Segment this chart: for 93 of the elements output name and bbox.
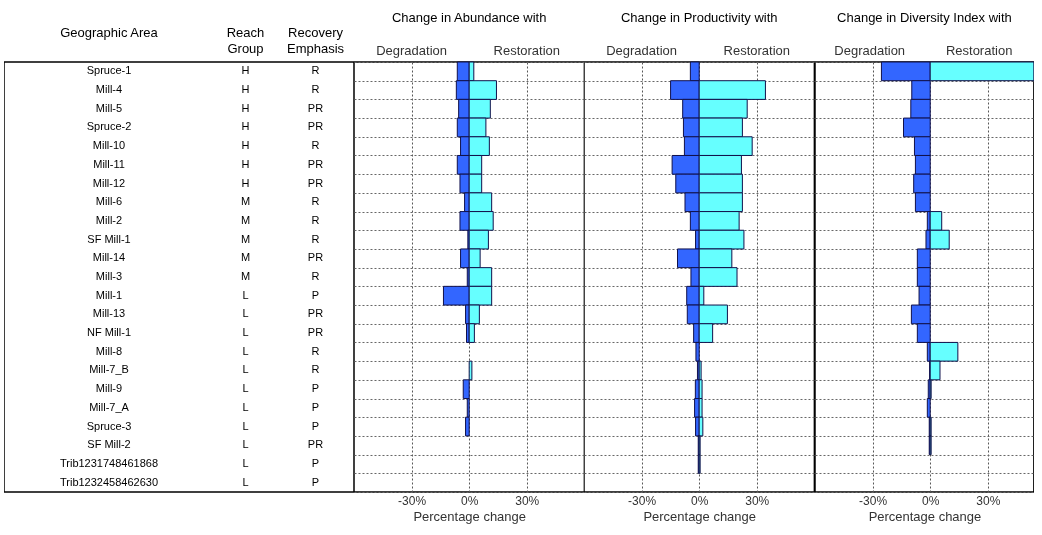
text: PR	[307, 438, 324, 451]
text: R	[311, 83, 320, 96]
text: Mill-6	[95, 195, 123, 208]
text: P	[311, 419, 320, 432]
text: Spruce-2	[86, 120, 132, 133]
chart-title: Change in Diversity Index with	[836, 10, 1012, 26]
x-tick-label: -30%	[628, 494, 657, 509]
text: L	[242, 288, 249, 301]
text: L	[242, 326, 249, 339]
chart-title: Change in Abundance with	[391, 10, 547, 26]
text: L	[242, 307, 249, 320]
series-label: Degradation	[376, 43, 447, 59]
text: PR	[307, 251, 324, 264]
text: Mill-2	[95, 213, 123, 226]
text: M	[240, 270, 251, 282]
x-tick-label: -30%	[398, 494, 427, 509]
series-label: Degradation	[606, 43, 678, 59]
text: H	[241, 139, 250, 152]
text: Mill-9	[95, 382, 123, 395]
text: P	[311, 288, 320, 301]
text: Mill-1	[95, 288, 123, 301]
text: PR	[307, 120, 324, 133]
text: L	[242, 400, 249, 413]
text: SF Mill-2	[87, 438, 131, 451]
text: NF Mill-1	[87, 326, 131, 339]
text: SF Mill-1	[87, 232, 131, 245]
text: PR	[307, 326, 324, 339]
chart-title: Change in Productivity with	[621, 10, 778, 26]
text: Mill-10	[92, 139, 126, 152]
text: R	[311, 195, 320, 208]
category-label: Geographic Area	[60, 25, 159, 40]
text: Trib1232458462630	[59, 475, 159, 488]
text: H	[241, 83, 250, 96]
text: H	[241, 176, 250, 189]
text: R	[311, 344, 320, 357]
text: R	[311, 363, 320, 376]
text: P	[311, 456, 320, 469]
text: M	[240, 251, 251, 264]
text: R	[311, 232, 320, 245]
series-label: Restoration	[493, 43, 560, 59]
text: R	[311, 139, 320, 152]
text: L	[242, 382, 249, 395]
text: Mill-13	[92, 307, 126, 320]
text: H	[241, 157, 250, 170]
x-tick-label: 30%	[745, 494, 771, 509]
text: PR	[307, 176, 324, 189]
text: H	[241, 120, 250, 133]
text: R	[311, 270, 320, 282]
text: M	[240, 195, 251, 208]
text: Mill-14	[92, 251, 126, 264]
category-label: Recovery Emphasis	[286, 25, 345, 56]
text: Mill-4	[95, 83, 123, 96]
text: L	[242, 438, 249, 451]
text: Spruce-1	[86, 64, 132, 77]
text: P	[311, 382, 320, 395]
text: H	[241, 101, 250, 114]
category-label: Reach Group	[226, 25, 265, 56]
text: Spruce-3	[86, 419, 132, 432]
x-tick-label: 0%	[921, 494, 940, 509]
x-axis-title: Percentage change	[413, 509, 527, 525]
x-axis-title: Percentage change	[868, 509, 982, 525]
text: R	[311, 213, 320, 226]
text: L	[242, 475, 249, 488]
x-tick-label: 30%	[976, 494, 1001, 509]
text: Mill-7_B	[89, 363, 129, 376]
text: L	[242, 419, 249, 432]
text: Mill-8	[95, 344, 123, 357]
text: M	[240, 232, 251, 245]
text: P	[311, 400, 320, 413]
text: L	[242, 344, 249, 357]
text: L	[242, 363, 249, 376]
x-axis-title: Percentage change	[643, 509, 757, 525]
text: Trib1231748461868	[59, 456, 159, 469]
text: PR	[307, 307, 324, 320]
text: Mill-5	[95, 101, 123, 114]
x-tick-label: -30%	[858, 494, 888, 509]
text: Mill-12	[92, 176, 126, 189]
x-tick-label: 30%	[515, 494, 540, 509]
text: PR	[307, 101, 324, 114]
series-label: Restoration	[723, 43, 791, 59]
text: H	[241, 64, 250, 77]
text: Mill-11	[93, 157, 125, 170]
text: L	[242, 456, 249, 469]
text: Mill-3	[95, 270, 123, 282]
text: Mill-7_A	[89, 400, 129, 413]
series-label: Degradation	[834, 43, 905, 58]
x-tick-label: 0%	[691, 494, 710, 509]
text: PR	[307, 157, 324, 170]
text: M	[240, 213, 251, 226]
series-label: Restoration	[945, 43, 1013, 58]
text: R	[311, 64, 320, 77]
x-tick-label: 0%	[461, 494, 479, 509]
text: P	[311, 475, 320, 488]
